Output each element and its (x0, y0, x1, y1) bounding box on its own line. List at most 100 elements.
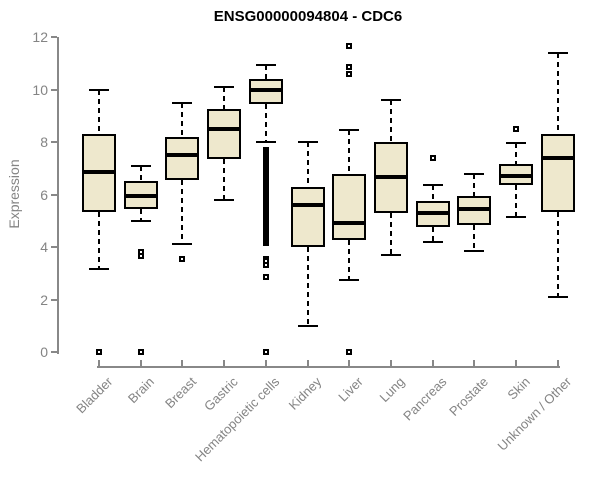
whisker-upper-unknown-other (556, 52, 559, 135)
whisker-lower-unknown-other (556, 211, 559, 297)
outlier-point-bladder (96, 349, 102, 355)
whisker-lower-prostate (473, 224, 476, 251)
y-tick-mark (51, 88, 57, 91)
x-tick-label-gastric: Gastric (201, 374, 241, 414)
staple-upper-gastric (214, 85, 235, 88)
staple-lower-breast (172, 243, 193, 246)
x-tick-mark (139, 360, 142, 366)
x-tick-mark (223, 360, 226, 366)
outlier-point-brain (137, 253, 144, 260)
outlier-point-hematopoietic-cells (262, 349, 269, 355)
staple-upper-brain (130, 164, 151, 167)
x-tick-label-kidney: Kidney (285, 374, 325, 413)
median-line-brain (125, 193, 156, 198)
median-line-pancreas (417, 210, 448, 215)
whisker-upper-gastric (223, 86, 226, 110)
outlier-point-brain (137, 349, 144, 355)
whisker-upper-prostate (473, 173, 476, 196)
x-tick-mark (98, 360, 100, 366)
staple-lower-liver (339, 278, 360, 281)
x-tick-label-pancreas: Pancreas (399, 374, 450, 424)
median-line-skin (501, 174, 532, 179)
y-tick-mark (51, 246, 57, 248)
y-tick-mark (51, 351, 57, 353)
y-axis-line (57, 37, 59, 354)
x-axis-line (97, 366, 560, 368)
median-line-gastric (209, 126, 240, 131)
median-line-hematopoietic-cells (250, 87, 281, 92)
outlier-point-hematopoietic-cells (262, 262, 269, 269)
y-tick-label: 12 (32, 29, 48, 45)
y-tick-label: 2 (40, 291, 48, 308)
staple-upper-breast (172, 101, 193, 104)
staple-upper-prostate (464, 172, 485, 175)
outlier-point-pancreas (429, 154, 436, 161)
staple-lower-bladder (89, 268, 109, 271)
staple-upper-bladder (89, 88, 109, 91)
x-tick-label-brain: Brain (125, 374, 158, 407)
staple-lower-hematopoietic-cells (255, 141, 276, 143)
x-tick-mark (348, 360, 351, 366)
y-tick-mark (51, 193, 57, 196)
y-tick-label: 4 (40, 239, 48, 255)
y-tick-mark (51, 36, 57, 38)
staple-lower-pancreas (422, 240, 443, 243)
y-tick-label: 0 (40, 344, 48, 360)
y-tick-mark (51, 141, 57, 143)
x-tick-label-prostate: Prostate (446, 374, 492, 419)
outlier-point-skin (513, 125, 520, 132)
outlier-band-hematopoietic-cells (262, 147, 269, 246)
x-tick-mark (264, 360, 267, 366)
median-line-lung (376, 175, 407, 180)
iqr-box-liver (332, 173, 367, 241)
x-tick-mark (306, 360, 309, 366)
whisker-lower-kidney (306, 247, 309, 326)
y-tick-label: 10 (32, 81, 48, 98)
x-tick-label-skin: Skin (504, 374, 533, 403)
median-line-bladder (84, 170, 114, 175)
staple-upper-unknown-other (547, 51, 568, 54)
whisker-lower-breast (181, 180, 184, 245)
outlier-point-liver (346, 70, 353, 77)
y-tick-label: 6 (40, 186, 48, 203)
median-line-liver (334, 221, 365, 226)
x-tick-mark (515, 360, 518, 366)
whisker-lower-skin (515, 185, 518, 217)
median-line-prostate (459, 206, 490, 211)
staple-upper-kidney (297, 141, 318, 143)
x-tick-mark (431, 360, 434, 366)
staple-upper-hematopoietic-cells (255, 63, 276, 66)
whisker-lower-pancreas (431, 227, 434, 242)
staple-lower-brain (130, 219, 151, 222)
x-tick-label-liver: Liver (335, 374, 366, 405)
staple-upper-lung (381, 99, 402, 101)
x-tick-label-breast: Breast (161, 374, 200, 412)
whisker-upper-liver (348, 130, 351, 174)
staple-upper-liver (339, 129, 360, 132)
outlier-point-hematopoietic-cells (262, 274, 269, 281)
staple-lower-kidney (297, 324, 318, 327)
median-line-breast (167, 153, 198, 158)
x-tick-label-bladder: Bladder (73, 374, 116, 417)
staple-lower-prostate (464, 249, 485, 252)
x-tick-label-unknown-other: Unknown / Other (494, 374, 575, 454)
iqr-box-breast (165, 136, 200, 181)
y-tick-label: 8 (40, 134, 48, 150)
staple-lower-unknown-other (547, 295, 568, 298)
whisker-upper-hematopoietic-cells (264, 64, 267, 79)
x-tick-mark (181, 360, 184, 366)
whisker-upper-lung (390, 100, 393, 142)
whisker-upper-brain (139, 165, 142, 182)
whisker-lower-bladder (98, 211, 100, 270)
median-line-unknown-other (542, 155, 573, 160)
staple-lower-gastric (214, 198, 235, 201)
median-line-kidney (292, 203, 323, 207)
staple-upper-skin (506, 142, 527, 145)
chart-title: ENSG00000094804 - CDC6 (213, 8, 403, 25)
whisker-upper-pancreas (431, 185, 434, 202)
outlier-point-liver (346, 349, 353, 355)
whisker-lower-lung (390, 212, 393, 255)
whisker-upper-breast (181, 102, 184, 137)
y-tick-mark (51, 298, 57, 301)
outlier-point-liver (346, 64, 353, 71)
